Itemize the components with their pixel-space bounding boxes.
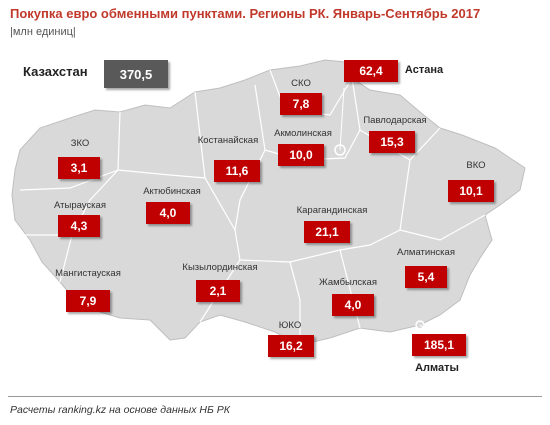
region-name-aktobe: Актюбинская: [143, 186, 201, 197]
region-value-almaty-obl: 5,4: [405, 266, 447, 288]
region-border-west: [59, 111, 121, 283]
region-border-karaganda: [239, 159, 411, 263]
source-note: Расчеты ranking.kz на основе данных НБ Р…: [10, 404, 230, 416]
country-value-box: 370,5: [104, 60, 168, 88]
city-value-almaty: 185,1: [412, 334, 466, 356]
region-border-aktobe: [117, 169, 241, 323]
city-value-astana: 62,4: [344, 60, 398, 82]
region-value-vko: 10,1: [448, 180, 494, 202]
region-border-south: [289, 261, 301, 345]
region-value-mangistau: 7,9: [66, 290, 110, 312]
region-value-sko: 7,8: [280, 93, 322, 115]
region-name-sko: СКО: [291, 78, 311, 89]
region-name-karaganda: Карагандинская: [296, 205, 368, 216]
region-value-akmola: 10,0: [278, 144, 324, 166]
region-name-zhambyl: Жамбылская: [319, 277, 377, 288]
country-label: Казахстан: [23, 64, 88, 79]
map-title: Покупка евро обменными пунктами. Регионы…: [10, 6, 481, 21]
region-value-yuko: 16,2: [268, 335, 314, 357]
map-subtitle: |млн единиц|: [10, 26, 76, 38]
region-name-kostanay: Костанайская: [197, 135, 259, 146]
region-name-zko: ЗКО: [70, 138, 90, 149]
astana-leader-line: [339, 87, 345, 151]
region-name-vko: ВКО: [466, 160, 486, 171]
footer-divider: [8, 396, 542, 397]
region-name-yuko: ЮКО: [278, 320, 302, 331]
almaty-leader-line: [419, 324, 431, 335]
region-border-zko: [19, 169, 119, 191]
region-value-zko: 3,1: [58, 157, 100, 179]
region-name-akmola: Акмолинская: [274, 128, 332, 139]
region-value-kyzylorda: 2,1: [196, 280, 240, 302]
region-name-mangistau: Мангистауская: [55, 268, 121, 279]
region-border-kostanay: [194, 91, 206, 179]
region-value-atyrau: 4,3: [58, 215, 100, 237]
region-value-zhambyl: 4,0: [332, 294, 374, 316]
region-value-karaganda: 21,1: [304, 221, 350, 243]
region-name-kyzylorda: Кызылординская: [182, 262, 258, 273]
region-name-atyrau: Атырауская: [54, 200, 106, 211]
city-name-astana: Астана: [404, 64, 444, 76]
region-value-kostanay: 11,6: [214, 160, 260, 182]
region-value-pavlodar: 15,3: [369, 131, 415, 153]
region-name-pavlodar: Павлодарская: [363, 115, 427, 126]
region-value-aktobe: 4,0: [146, 202, 190, 224]
region-name-almaty-obl: Алматинская: [397, 247, 455, 258]
city-name-almaty: Алматы: [415, 362, 459, 374]
region-border-vko: [399, 214, 486, 241]
